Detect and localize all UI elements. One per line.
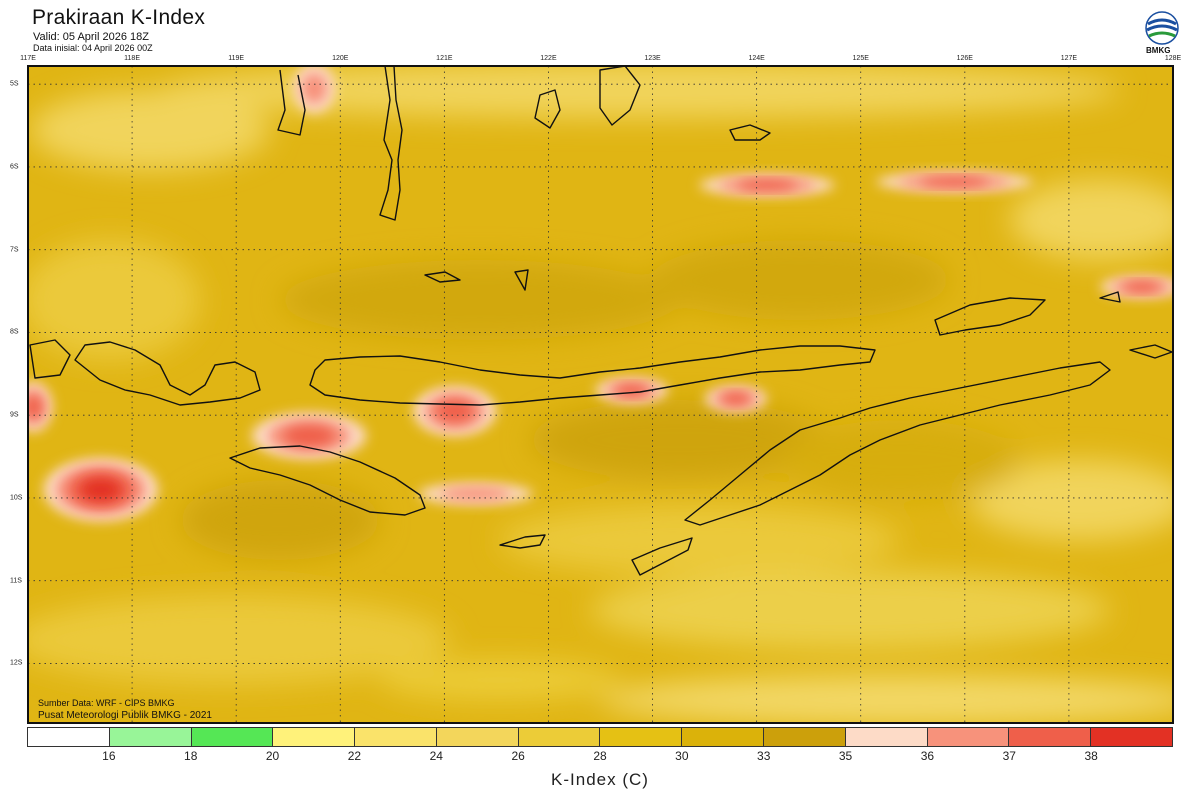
lon-tick-label: 120E <box>332 55 349 62</box>
field-layer <box>28 66 1173 723</box>
colorbar-segment <box>355 728 437 746</box>
colorbar-segment <box>518 728 601 746</box>
logo-label: BMKG <box>1146 46 1171 55</box>
k-index-hotspot <box>251 412 367 460</box>
colorbar-segment <box>600 728 683 746</box>
colorbar-segment <box>109 728 192 746</box>
map-frame <box>27 65 1174 724</box>
colorbar-tick-label: 33 <box>757 749 771 763</box>
lat-tick-label: 12S <box>10 659 23 667</box>
colorbar-segment <box>436 728 519 746</box>
colorbar-segment <box>28 728 110 746</box>
lon-tick-label: 121E <box>436 55 453 62</box>
lon-tick-label: 122E <box>540 55 557 62</box>
k-index-hotspot <box>699 174 835 196</box>
colorbar-tick-label: 24 <box>429 749 443 763</box>
data-source: Sumber Data: WRF - CIPS BMKG <box>38 698 175 708</box>
k-index-hotspot <box>704 386 768 412</box>
colorbar-tick-label: 35 <box>838 749 853 763</box>
lon-tick-label: 118E <box>124 55 140 62</box>
hotspot-contour <box>283 425 335 447</box>
colorbar-tick-label: 30 <box>675 749 689 763</box>
colorbar-tick-label: 26 <box>511 749 525 763</box>
colorbar-segment <box>682 728 765 746</box>
lat-tick-label: 6S <box>10 163 19 171</box>
lon-tick-label: 117E <box>20 55 36 62</box>
coastline-sawu <box>499 534 546 549</box>
hotspot-contour <box>80 478 121 501</box>
hotspot-contour <box>440 487 511 501</box>
colorbar-segment <box>273 728 356 746</box>
coastline-sumbawa <box>74 341 261 406</box>
hotspot-contour <box>919 177 990 187</box>
k-index-hotspots <box>28 66 1173 522</box>
coastline-sumba <box>229 445 426 516</box>
colorbar-segment <box>764 728 846 746</box>
coastline-selayar <box>277 69 306 136</box>
hotspot-contour <box>28 395 42 418</box>
lon-tick-label: 124E <box>748 55 765 62</box>
colorbar-tick-label: 37 <box>1002 749 1016 763</box>
coastline-sulawesi-east <box>534 89 561 129</box>
coastline-lombok <box>29 339 71 379</box>
hotspot-contour <box>721 393 750 405</box>
k-index-hotspot <box>293 66 336 114</box>
colorbar-tick-label: 38 <box>1084 749 1098 763</box>
hotspot-contour <box>301 73 328 104</box>
colorbar-tick-label: 20 <box>265 749 280 763</box>
colorbar-tick-label: 18 <box>184 749 198 763</box>
lat-tick-label: 10S <box>10 494 23 502</box>
lat-tick-label: 9S <box>10 411 19 419</box>
colorbar-tick-label: 22 <box>347 749 362 763</box>
lat-tick-label: 7S <box>10 246 19 254</box>
colorbar-title: K-Index (C) <box>551 770 649 789</box>
lat-tick-label: 11S <box>10 577 22 585</box>
coastline-flores <box>309 345 876 406</box>
colorbar-segment <box>845 728 928 746</box>
k-index-map[interactable] <box>0 0 1200 725</box>
hotspot-contour <box>615 384 648 396</box>
colorbar-tick-label: 36 <box>920 749 935 763</box>
lon-tick-label: 119E <box>228 55 245 62</box>
coastline-alor-wetar <box>934 297 1046 336</box>
k-index-hotspot <box>28 382 52 432</box>
map-title: Prakiraan K-Index <box>32 6 206 29</box>
colorbar-segment <box>1009 728 1092 746</box>
hotspot-contour <box>1123 282 1161 292</box>
coastline-timor <box>684 361 1111 526</box>
k-index-hotspot <box>595 377 669 403</box>
valid-time: Valid: 05 April 2026 18Z <box>33 31 149 43</box>
coastline-buton-area <box>599 66 641 126</box>
hotspot-contour <box>736 180 798 190</box>
background-texture <box>28 66 1173 723</box>
coastline-rote <box>631 537 693 576</box>
colorbar <box>27 727 1173 747</box>
k-index-hotspot <box>43 458 159 522</box>
colorbar-tick-label: 28 <box>593 749 607 763</box>
colorbar-segment <box>1091 728 1172 746</box>
colorbar-segment <box>191 728 274 746</box>
lat-tick-label: 5S <box>10 80 19 88</box>
lon-tick-label: 128E <box>1164 55 1182 62</box>
lon-tick-label: 125E <box>852 55 869 62</box>
lat-tick-label: 8S <box>10 328 19 336</box>
hotspot-contour <box>436 400 474 423</box>
lon-tick-label: 127E <box>1060 55 1078 62</box>
lon-tick-label: 123E <box>644 55 661 62</box>
k-index-hotspot <box>413 386 497 436</box>
colorbar-segment <box>927 728 1010 746</box>
bmkg-logo-icon <box>1145 11 1179 45</box>
publisher: Pusat Meteorologi Publik BMKG - 2021 <box>38 710 212 721</box>
initial-time: Data inisial: 04 April 2026 00Z <box>33 43 153 53</box>
k-index-hotspot <box>418 483 533 505</box>
coastline-sulawesi-arm <box>379 66 403 221</box>
k-index-hotspot <box>876 171 1033 192</box>
colorbar-tick-label: 16 <box>102 749 116 763</box>
lon-tick-label: 126E <box>956 55 973 62</box>
